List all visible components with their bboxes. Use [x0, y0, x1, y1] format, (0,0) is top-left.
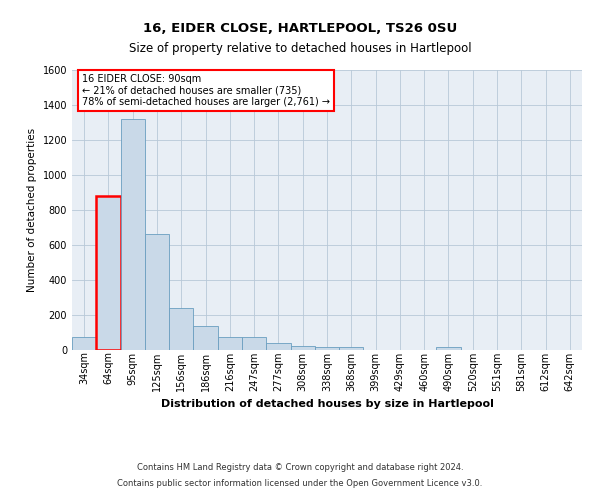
Bar: [169, 308, 193, 350]
Y-axis label: Number of detached properties: Number of detached properties: [27, 128, 37, 292]
Bar: [72, 337, 96, 350]
Bar: [436, 346, 461, 350]
Bar: [96, 196, 121, 350]
Bar: [193, 326, 218, 350]
Bar: [218, 337, 242, 350]
Bar: [266, 343, 290, 350]
Text: 16, EIDER CLOSE, HARTLEPOOL, TS26 0SU: 16, EIDER CLOSE, HARTLEPOOL, TS26 0SU: [143, 22, 457, 36]
Text: Contains HM Land Registry data © Crown copyright and database right 2024.: Contains HM Land Registry data © Crown c…: [137, 464, 463, 472]
Bar: [121, 119, 145, 350]
Bar: [242, 337, 266, 350]
Text: Contains public sector information licensed under the Open Government Licence v3: Contains public sector information licen…: [118, 478, 482, 488]
Bar: [290, 346, 315, 350]
Bar: [315, 348, 339, 350]
Text: 16 EIDER CLOSE: 90sqm
← 21% of detached houses are smaller (735)
78% of semi-det: 16 EIDER CLOSE: 90sqm ← 21% of detached …: [82, 74, 330, 108]
Bar: [339, 348, 364, 350]
Bar: [145, 234, 169, 350]
Text: Size of property relative to detached houses in Hartlepool: Size of property relative to detached ho…: [128, 42, 472, 55]
X-axis label: Distribution of detached houses by size in Hartlepool: Distribution of detached houses by size …: [161, 399, 493, 409]
